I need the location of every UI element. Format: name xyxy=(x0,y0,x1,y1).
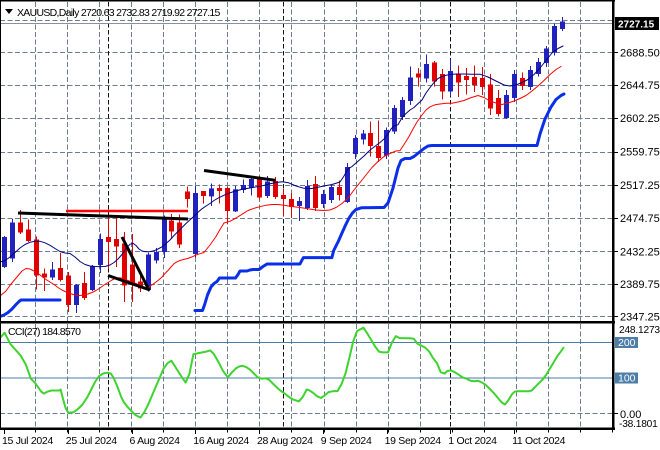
svg-text:248.1273: 248.1273 xyxy=(619,325,660,336)
svg-text:19 Sep 2024: 19 Sep 2024 xyxy=(385,435,442,447)
svg-text:CCI(27) 184.8570: CCI(27) 184.8570 xyxy=(8,326,81,338)
svg-text:6 Aug 2024: 6 Aug 2024 xyxy=(130,435,181,447)
svg-text:11 Oct 2024: 11 Oct 2024 xyxy=(512,435,566,447)
svg-text:0.00: 0.00 xyxy=(620,409,641,421)
svg-text:9 Sep 2024: 9 Sep 2024 xyxy=(321,435,372,447)
svg-text:2644.75: 2644.75 xyxy=(620,80,660,92)
svg-text:2688.50: 2688.50 xyxy=(620,48,660,60)
svg-text:2389.75: 2389.75 xyxy=(620,279,660,291)
svg-text:28 Aug 2024: 28 Aug 2024 xyxy=(257,435,313,447)
svg-text:1 Oct 2024: 1 Oct 2024 xyxy=(448,435,497,447)
svg-text:25 Jul 2024: 25 Jul 2024 xyxy=(66,435,117,447)
svg-text:2727.15: 2727.15 xyxy=(618,20,655,31)
svg-text:2432.25: 2432.25 xyxy=(620,246,660,258)
svg-text:2474.75: 2474.75 xyxy=(620,213,660,225)
svg-text:-38.1801: -38.1801 xyxy=(619,419,658,430)
svg-text:2347.25: 2347.25 xyxy=(620,312,660,324)
svg-text:2602.25: 2602.25 xyxy=(620,113,660,125)
svg-text:2517.25: 2517.25 xyxy=(620,180,660,192)
svg-text:2559.75: 2559.75 xyxy=(620,147,660,159)
svg-text:100: 100 xyxy=(618,373,636,385)
svg-text:200: 200 xyxy=(618,337,636,349)
svg-text:15 Jul 2024: 15 Jul 2024 xyxy=(2,435,53,447)
svg-text:XAUUSD,Daily 2720.63 2732.83: XAUUSD,Daily 2720.63 2732.83 2719.92 272… xyxy=(17,7,221,19)
svg-text:16 Aug 2024: 16 Aug 2024 xyxy=(193,435,249,447)
